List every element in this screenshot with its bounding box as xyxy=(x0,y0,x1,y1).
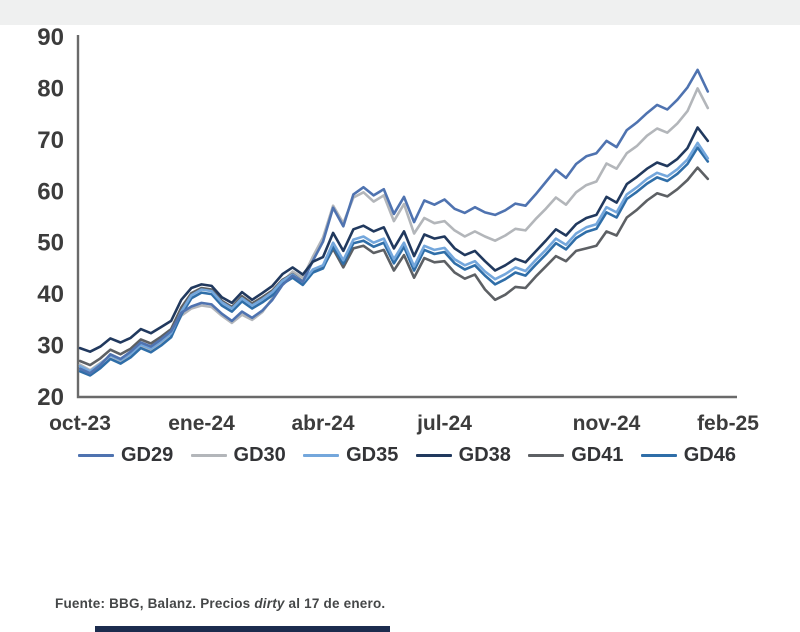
source-note-italic: dirty xyxy=(254,596,285,611)
top-gray-band xyxy=(0,0,800,25)
legend-label-gd30: GD30 xyxy=(233,444,286,466)
y-axis-tick-label: 20 xyxy=(37,384,64,411)
source-note-prefix: Fuente: BBG, Balanz. Precios xyxy=(55,596,255,611)
legend-item-gd35: GD35 xyxy=(303,444,398,467)
series-line-gd29 xyxy=(78,68,710,375)
legend-item-gd46: GD46 xyxy=(640,444,736,467)
legend-item-gd38: GD38 xyxy=(415,444,511,467)
x-axis-tick-label: abr-24 xyxy=(291,412,354,435)
legend-item-gd41: GD41 xyxy=(528,444,623,467)
y-axis-tick-label: 80 xyxy=(37,75,64,102)
legend-swatch-gd30 xyxy=(190,454,227,457)
source-note-suffix: al 17 de enero. xyxy=(284,596,386,611)
y-axis-tick-label: 90 xyxy=(37,24,64,51)
y-axis-tick-label: 60 xyxy=(37,178,64,205)
legend-swatch-gd41 xyxy=(528,454,565,457)
legend-item-gd30: GD30 xyxy=(190,444,286,467)
bond-price-chart: 90 80 70 60 50 40 30 20 oct-23 ene-24 abr-24 jul-24… xyxy=(37,24,759,435)
legend-label-gd35: GD35 xyxy=(346,444,399,466)
legend-label-gd29: GD29 xyxy=(121,444,174,466)
axis-lines xyxy=(76,35,737,399)
legend-item-gd29: GD29 xyxy=(78,444,173,467)
legend-swatch-gd46 xyxy=(640,454,677,457)
series-line-gd30 xyxy=(78,87,710,372)
x-axis-tick-label: feb-25 xyxy=(697,412,759,435)
legend-swatch-gd29 xyxy=(78,454,114,457)
source-note: Fuente: BBG, Balanz. Precios dirty al 17… xyxy=(55,596,385,611)
legend-swatch-gd38 xyxy=(415,454,452,457)
legend-label-gd46: GD46 xyxy=(683,444,736,466)
bottom-navy-bar xyxy=(95,626,390,632)
series-line-gd38 xyxy=(78,126,710,354)
y-axis-tick-label: 30 xyxy=(37,333,64,360)
x-axis-tick-label: ene-24 xyxy=(168,412,235,435)
y-axis-tick-label: 50 xyxy=(37,230,64,257)
series-line-gd46 xyxy=(78,146,710,377)
legend-label-gd38: GD38 xyxy=(458,444,511,466)
chart-legend: GD29 GD30 GD35 GD38 GD41 GD46 xyxy=(78,444,736,467)
series-line-gd35 xyxy=(78,141,710,373)
legend-label-gd41: GD41 xyxy=(571,444,624,466)
legend-swatch-gd35 xyxy=(303,454,340,457)
y-axis-tick-label: 70 xyxy=(37,127,64,154)
x-axis-tick-label: nov-24 xyxy=(573,412,641,435)
series-line-gd41 xyxy=(78,166,710,367)
x-axis-tick-label: jul-24 xyxy=(416,412,472,435)
y-axis-tick-label: 40 xyxy=(37,281,64,308)
x-axis-tick-label: oct-23 xyxy=(49,412,111,435)
